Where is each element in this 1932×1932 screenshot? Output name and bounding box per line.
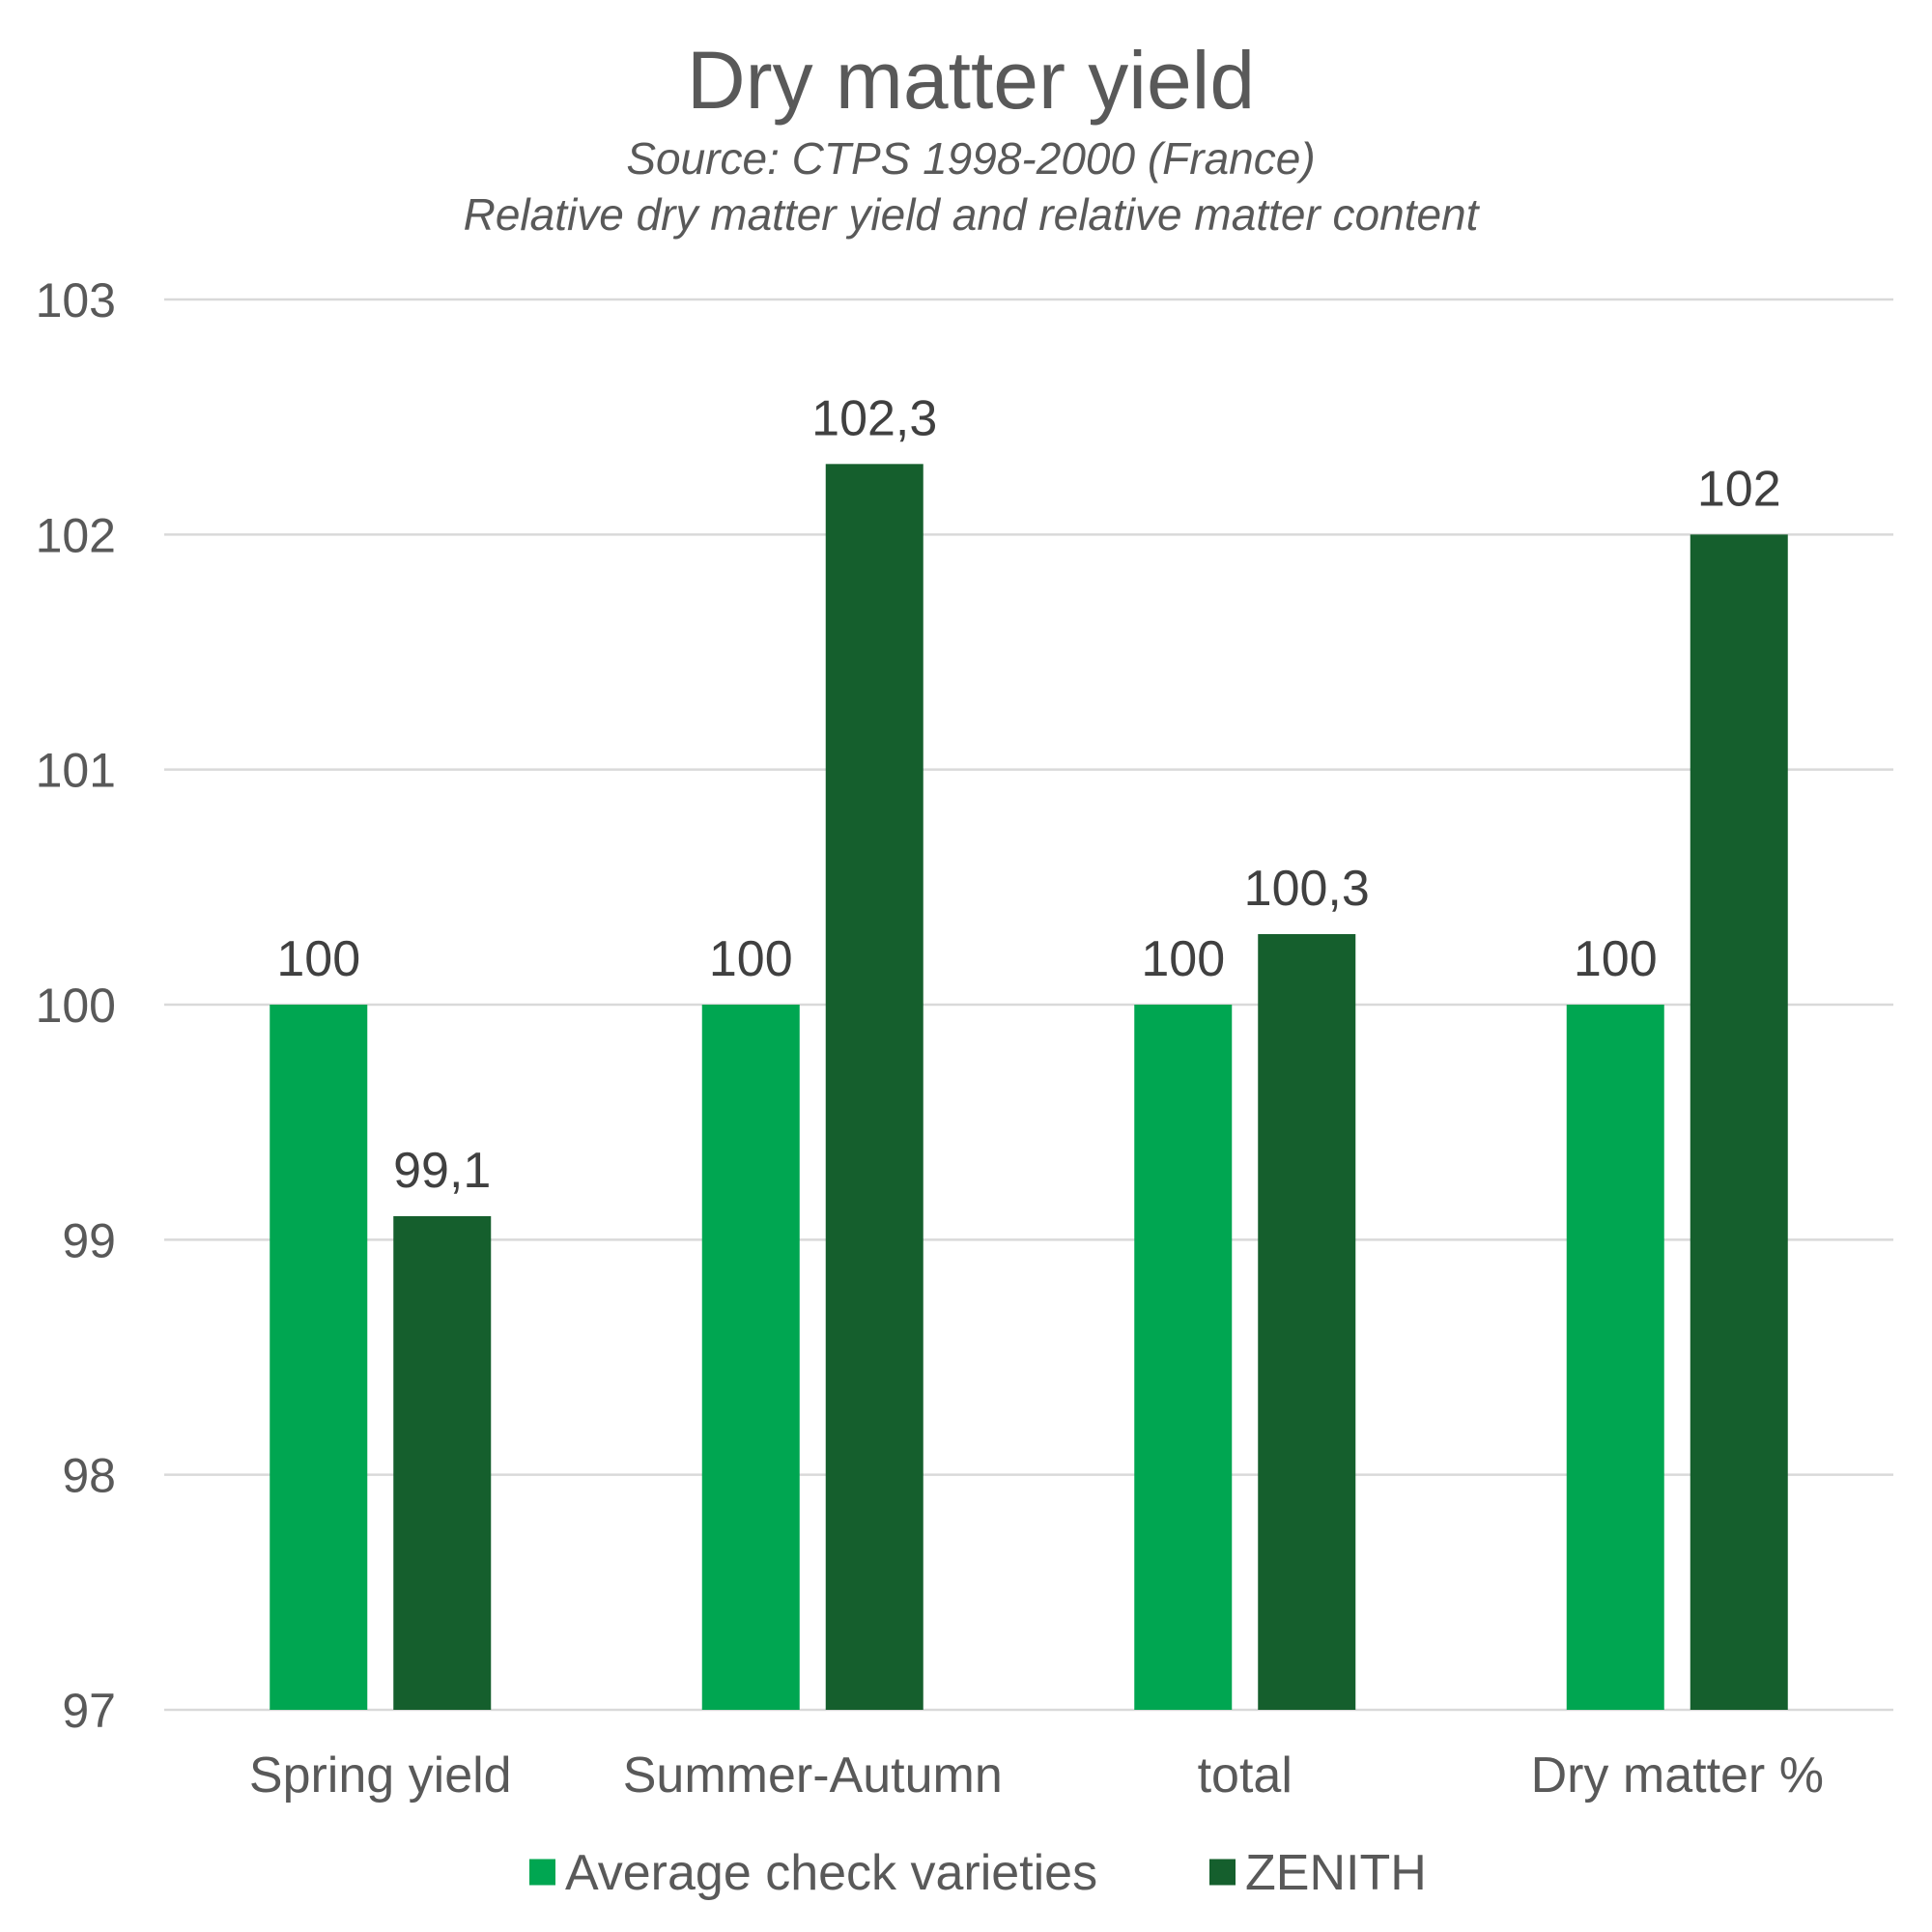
bar-zenith-1 — [825, 464, 923, 1710]
y-axis-ticks: 97 98 99 100 101 102 103 — [36, 273, 116, 1738]
bars — [270, 464, 1788, 1711]
legend-swatch-average — [529, 1859, 555, 1886]
legend-label-zenith: ZENITH — [1245, 1845, 1427, 1901]
bar-zenith-3 — [1690, 534, 1788, 1711]
category-label: Summer-Autumn — [623, 1747, 1003, 1804]
y-tick-label: 102 — [36, 508, 116, 562]
chart-title: Dry matter yield — [687, 35, 1255, 126]
data-label: 100 — [1141, 931, 1225, 987]
category-label: Dry matter % — [1531, 1747, 1824, 1804]
data-label: 100,3 — [1244, 861, 1370, 917]
bar-average-2 — [1134, 1005, 1233, 1710]
data-label: 100 — [276, 931, 360, 987]
data-label: 100 — [709, 931, 793, 987]
data-label: 102,3 — [811, 390, 937, 446]
legend: Average check varieties ZENITH — [529, 1845, 1427, 1901]
legend-swatch-zenith — [1209, 1859, 1236, 1886]
data-labels: 100 99,1 100 102,3 100 100,3 100 102 — [276, 390, 1780, 1199]
y-tick-label: 98 — [62, 1449, 116, 1503]
y-tick-label: 103 — [36, 273, 116, 327]
category-label: total — [1198, 1747, 1293, 1804]
bar-zenith-0 — [393, 1216, 492, 1710]
category-label: Spring yield — [249, 1747, 512, 1804]
legend-label-average: Average check varieties — [565, 1845, 1097, 1901]
chart-subtitle-line-2: Relative dry matter yield and relative m… — [464, 189, 1481, 240]
bar-average-0 — [270, 1005, 368, 1710]
y-tick-label: 101 — [36, 744, 116, 798]
y-tick-label: 97 — [62, 1684, 116, 1738]
bar-average-3 — [1566, 1005, 1664, 1710]
data-label: 100 — [1574, 931, 1658, 987]
y-tick-label: 100 — [36, 979, 116, 1033]
bar-zenith-2 — [1258, 934, 1356, 1710]
data-label: 99,1 — [393, 1143, 491, 1199]
x-axis-categories: Spring yield Summer-Autumn total Dry matter… — [249, 1747, 1824, 1804]
bar-average-1 — [701, 1005, 800, 1710]
data-label: 102 — [1697, 461, 1781, 517]
chart-subtitle-line-1: Source: CTPS 1998-2000 (France) — [626, 133, 1315, 184]
y-tick-label: 99 — [62, 1213, 116, 1267]
